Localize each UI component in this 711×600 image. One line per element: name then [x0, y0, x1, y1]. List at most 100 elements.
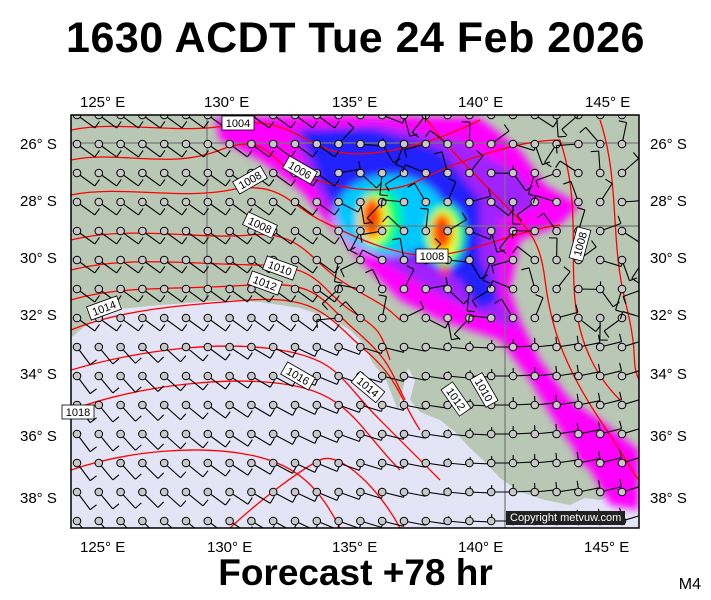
wind-barb [552, 480, 579, 497]
isobar-label-text: 1004 [226, 118, 250, 130]
wind-barb [72, 487, 97, 511]
wind-barb [552, 393, 579, 410]
wind-barb [247, 487, 275, 504]
wind-barb [138, 313, 166, 332]
wind-barb [640, 506, 665, 525]
wind-barb [465, 340, 493, 352]
wind-barb [72, 197, 100, 216]
wind-barb [399, 342, 428, 352]
wind-barb [138, 342, 165, 363]
wind-barb [181, 429, 209, 449]
wind-barb [268, 400, 297, 416]
wind-barb [574, 392, 601, 410]
wind-barb [590, 150, 605, 178]
wind-barb [138, 458, 165, 479]
wind-barb [247, 284, 275, 303]
isobar-label: 1010 [469, 372, 499, 408]
wind-barb [595, 215, 622, 236]
lon-label: 130° E [207, 539, 252, 556]
wind-barb [340, 255, 365, 278]
wind-barb [116, 115, 144, 129]
wind-barb [640, 332, 665, 351]
wind-barb [530, 481, 558, 497]
isobar-label: 1004 [221, 115, 255, 131]
wind-barb [181, 313, 209, 332]
wind-barb [72, 226, 100, 245]
wind-barb [247, 400, 275, 417]
wind-barb [225, 429, 253, 447]
wind-barb [622, 290, 639, 305]
model-tag: M4 [678, 576, 701, 593]
wind-barb [334, 115, 343, 120]
wind-barb [312, 284, 340, 303]
wind-barb [365, 268, 387, 294]
wind-barb [399, 115, 418, 137]
wind-barb [159, 115, 188, 129]
lat-label: 30° S [650, 250, 687, 267]
wind-barb [268, 371, 297, 387]
lat-label: 38° S [650, 490, 687, 507]
isobar-line [71, 298, 421, 431]
lat-label: 36° S [650, 428, 687, 445]
wind-barb [181, 168, 209, 187]
wind-barb [268, 197, 297, 216]
wind-barb [595, 391, 623, 410]
isobar-line [229, 457, 401, 528]
wind-barb [640, 92, 654, 119]
wind-barb [181, 284, 209, 303]
wind-barb [181, 400, 209, 420]
wind-barb [532, 195, 561, 207]
wind-barb [94, 226, 122, 245]
wind-barb [247, 342, 275, 359]
wind-barb [555, 160, 583, 178]
wind-barb [491, 255, 518, 274]
wind-barb [356, 115, 365, 120]
wind-barb [443, 313, 460, 341]
wind-barb [138, 400, 165, 421]
lon-labels-bottom: 125° E 130° E 135° E 140° E 145° E [80, 539, 629, 556]
wind-barb [527, 168, 540, 197]
wind-barb [356, 168, 383, 189]
isobar-line [71, 261, 391, 361]
wind-barb [552, 422, 579, 439]
wind-barb [465, 284, 476, 313]
wind-barb [443, 178, 457, 207]
wind-barb [268, 487, 297, 503]
wind-barb [94, 168, 122, 187]
wind-barb [471, 284, 496, 308]
lat-label: 38° S [20, 490, 57, 507]
wind-barb [359, 226, 387, 243]
wind-barb [181, 255, 209, 274]
wind-barb [312, 487, 341, 501]
wind-barb [247, 313, 275, 332]
wind-barb [334, 400, 363, 413]
wind-barb [312, 226, 340, 245]
wind-barb [420, 207, 431, 236]
wind-barb [94, 342, 120, 365]
wind-barb [548, 237, 561, 265]
wind-barb [552, 335, 579, 352]
wind-barb [181, 458, 209, 478]
wind-barb [203, 458, 231, 477]
wind-barb [116, 168, 144, 187]
wind-barb [72, 284, 100, 303]
wind-barb [94, 255, 122, 274]
wind-barb [401, 164, 431, 178]
wind-barb [349, 226, 365, 255]
wind-barb [312, 197, 340, 216]
wind-barb [595, 255, 625, 267]
wind-barb [424, 115, 452, 123]
wind-barb [159, 139, 188, 158]
wind-barb [159, 226, 188, 245]
wind-barb [465, 115, 474, 120]
wind-barb [72, 255, 100, 274]
wind-barb [421, 277, 449, 294]
wind-barb [617, 226, 639, 243]
wind-barb [203, 284, 231, 303]
wind-barb [138, 197, 166, 216]
wind-barb [489, 280, 518, 294]
wind-barb [203, 487, 231, 506]
isobar-label-text: 1008 [420, 251, 444, 263]
wind-barb [268, 429, 297, 445]
